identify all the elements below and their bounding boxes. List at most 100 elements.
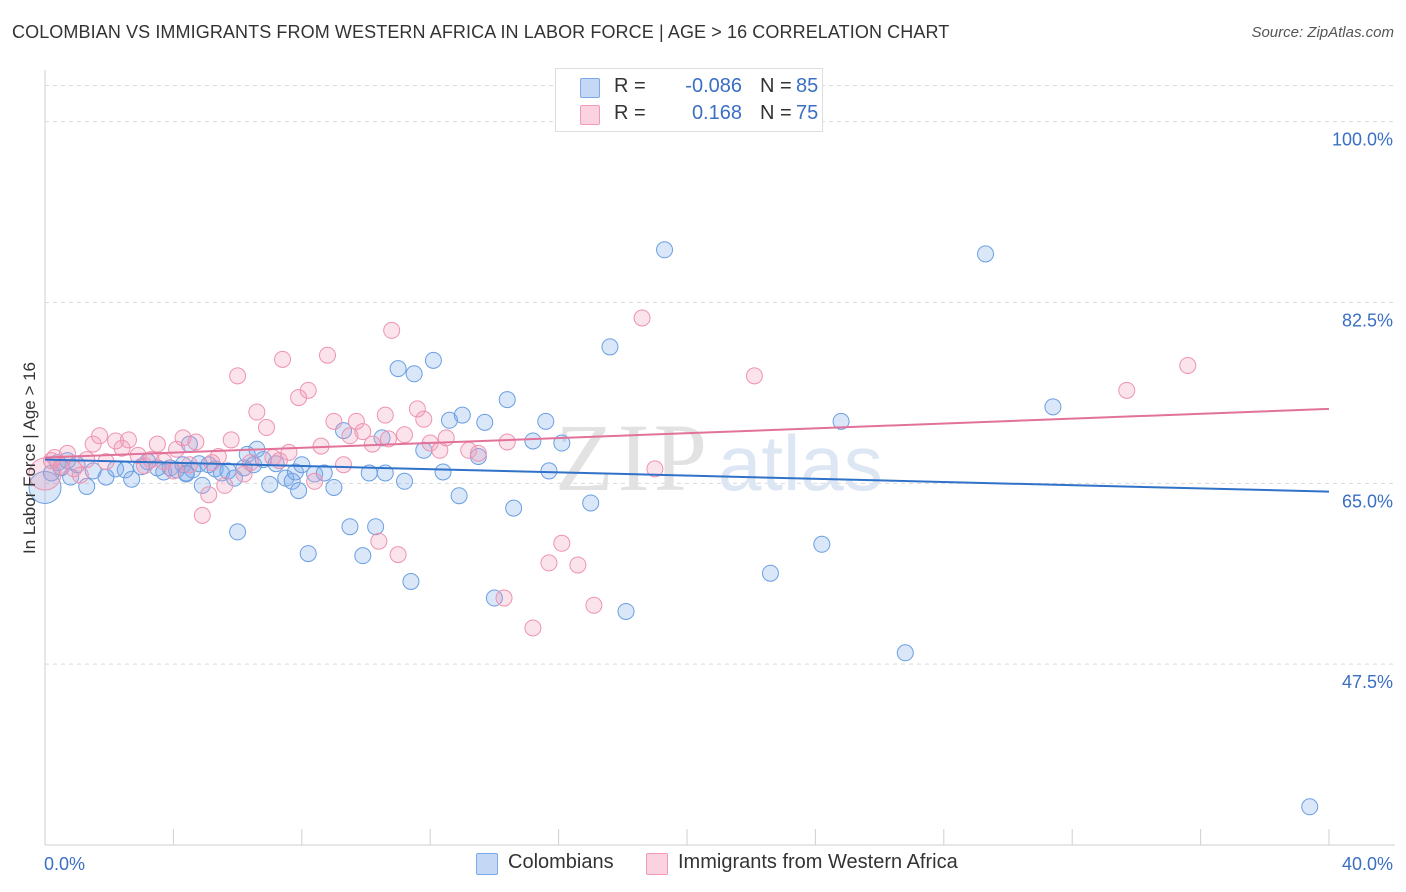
- colombians-point: [1301, 798, 1319, 816]
- legend-n-label: N =: [760, 75, 792, 97]
- colombians-point: [896, 644, 914, 662]
- western-africa-point: [646, 460, 664, 478]
- colombians-point: [405, 365, 423, 383]
- western-africa-point: [248, 403, 266, 421]
- western-africa-point: [383, 321, 401, 339]
- colombians-point: [440, 411, 458, 429]
- watermark-zip: ZIP: [555, 404, 711, 511]
- chart-title: COLOMBIAN VS IMMIGRANTS FROM WESTERN AFR…: [12, 22, 950, 42]
- colombians-point: [505, 499, 523, 517]
- colombians-point: [354, 547, 372, 565]
- western-africa-point: [193, 506, 211, 524]
- legend-r-label: R =: [614, 75, 646, 97]
- western-africa-point: [524, 619, 542, 637]
- colombians-point: [293, 456, 311, 474]
- western-africa-point: [174, 429, 192, 447]
- x-tick-label: 0.0%: [44, 854, 85, 874]
- western-africa-point: [164, 462, 182, 480]
- western-africa-point: [569, 556, 587, 574]
- legend-r-value: -0.086: [685, 75, 742, 97]
- bottom-legend-label: Colombians: [508, 851, 614, 873]
- colombians-point: [434, 463, 452, 481]
- western-africa-point: [290, 389, 308, 407]
- western-africa-point: [306, 472, 324, 490]
- colombians-point: [261, 475, 279, 493]
- colombians-point: [453, 406, 471, 424]
- western-africa-point: [354, 423, 372, 441]
- stats-legend: R = -0.086 N = 85 R = 0.168 N = 75: [555, 68, 823, 132]
- trend-lines: [44, 407, 1330, 493]
- legend-swatch-pink: [580, 105, 600, 125]
- western-africa-point: [495, 589, 513, 607]
- western-africa-point: [415, 410, 433, 428]
- colombians-point: [524, 432, 542, 450]
- colombians-point: [977, 245, 995, 263]
- colombians-point: [28, 470, 62, 504]
- series-colombians: [28, 241, 1319, 816]
- western-africa-point: [389, 546, 407, 564]
- colombians-point: [290, 482, 308, 500]
- colombians-point: [219, 462, 237, 480]
- western-africa-point: [274, 350, 292, 368]
- western-africa-point: [142, 451, 160, 469]
- western-africa-point: [187, 433, 205, 451]
- western-africa-point: [379, 430, 397, 448]
- western-africa-trend-line: [44, 407, 1330, 459]
- y-tick-label: 65.0%: [1342, 491, 1393, 511]
- colombians-trend-line: [44, 458, 1330, 493]
- western-africa-point: [91, 427, 109, 445]
- legend-swatch-blue: [580, 78, 600, 98]
- western-africa-point: [498, 433, 516, 451]
- western-africa-point: [553, 534, 571, 552]
- y-tick-label: 82.5%: [1342, 311, 1393, 331]
- colombians-point: [341, 518, 359, 536]
- western-africa-point: [180, 456, 198, 474]
- western-africa-point: [341, 427, 359, 445]
- watermark-atlas: atlas: [718, 419, 883, 507]
- colombians-point: [1044, 398, 1062, 416]
- bottom-legend-label: Immigrants from Western Africa: [678, 851, 958, 873]
- gridlines: [45, 85, 1395, 665]
- western-africa-point: [325, 412, 343, 430]
- colombians-point: [813, 535, 831, 553]
- legend-n-value: 75: [796, 102, 819, 124]
- tick-labels: 47.5% 65.0% 82.5% 100.0% 0.0% 40.0%: [44, 130, 1393, 874]
- western-africa-point: [1118, 381, 1136, 399]
- bottom-legend-swatch-blue: [476, 853, 498, 875]
- western-africa-point: [540, 554, 558, 572]
- western-africa-point: [469, 444, 487, 462]
- x-tick-label: 40.0%: [1342, 854, 1393, 874]
- colombians-point: [485, 589, 503, 607]
- western-africa-point: [200, 486, 218, 504]
- western-africa-point: [347, 412, 365, 430]
- colombians-point: [582, 494, 600, 512]
- western-africa-point: [585, 596, 603, 614]
- colombians-point: [601, 338, 619, 356]
- colombians-point: [537, 412, 555, 430]
- colombians-point: [476, 413, 494, 431]
- colombians-point: [832, 412, 850, 430]
- western-africa-point: [129, 446, 147, 464]
- legend-n-value: 85: [796, 75, 819, 97]
- bottom-legend-swatch-pink: [646, 853, 668, 875]
- y-tick-label: 100.0%: [1332, 130, 1393, 150]
- colombians-point: [325, 478, 343, 496]
- colombians-point: [367, 518, 385, 536]
- western-africa-point: [229, 367, 247, 385]
- western-africa-point: [318, 346, 336, 364]
- western-africa-point: [119, 431, 137, 449]
- colombians-point: [424, 351, 442, 369]
- watermark: ZIP atlas: [555, 404, 883, 511]
- western-africa-point: [280, 443, 298, 461]
- legend-r-label: R =: [614, 102, 646, 124]
- western-africa-point: [408, 400, 426, 418]
- colombians-point: [373, 429, 391, 447]
- western-africa-point: [216, 476, 234, 494]
- western-africa-point: [241, 454, 259, 472]
- colombians-point: [283, 472, 301, 490]
- colombians-point: [286, 463, 304, 481]
- colombians-point: [161, 459, 179, 477]
- colombians-point: [389, 360, 407, 378]
- colombians-point: [229, 523, 247, 541]
- colombians-point: [396, 472, 414, 490]
